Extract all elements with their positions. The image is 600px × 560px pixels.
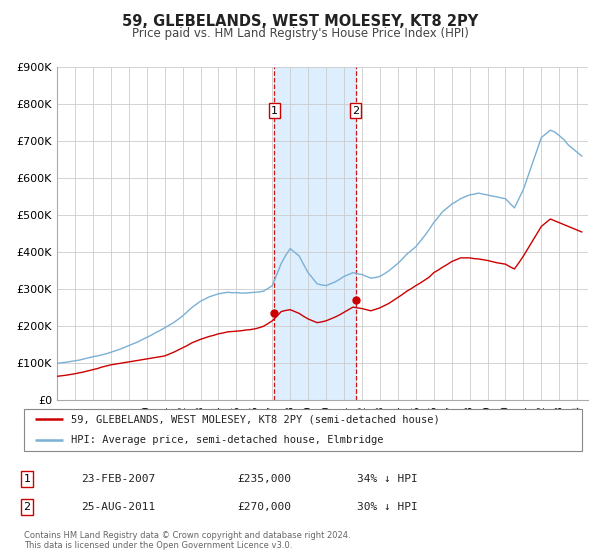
Text: Contains HM Land Registry data © Crown copyright and database right 2024.
This d: Contains HM Land Registry data © Crown c… [24, 531, 350, 550]
Bar [274, 67, 356, 400]
Text: 1: 1 [23, 474, 31, 484]
Text: 25-AUG-2011: 25-AUG-2011 [81, 502, 155, 512]
Text: 30% ↓ HPI: 30% ↓ HPI [357, 502, 418, 512]
Text: £270,000: £270,000 [237, 502, 291, 512]
Text: 34% ↓ HPI: 34% ↓ HPI [357, 474, 418, 484]
Text: 2: 2 [352, 105, 359, 115]
Text: 59, GLEBELANDS, WEST MOLESEY, KT8 2PY (semi-detached house): 59, GLEBELANDS, WEST MOLESEY, KT8 2PY (s… [71, 414, 440, 424]
Text: HPI: Average price, semi-detached house, Elmbridge: HPI: Average price, semi-detached house,… [71, 435, 384, 445]
Text: 1: 1 [271, 105, 278, 115]
Text: Price paid vs. HM Land Registry's House Price Index (HPI): Price paid vs. HM Land Registry's House … [131, 27, 469, 40]
Text: 23-FEB-2007: 23-FEB-2007 [81, 474, 155, 484]
Text: 2: 2 [23, 502, 31, 512]
Text: 59, GLEBELANDS, WEST MOLESEY, KT8 2PY: 59, GLEBELANDS, WEST MOLESEY, KT8 2PY [122, 14, 478, 29]
FancyBboxPatch shape [24, 409, 582, 451]
Text: £235,000: £235,000 [237, 474, 291, 484]
